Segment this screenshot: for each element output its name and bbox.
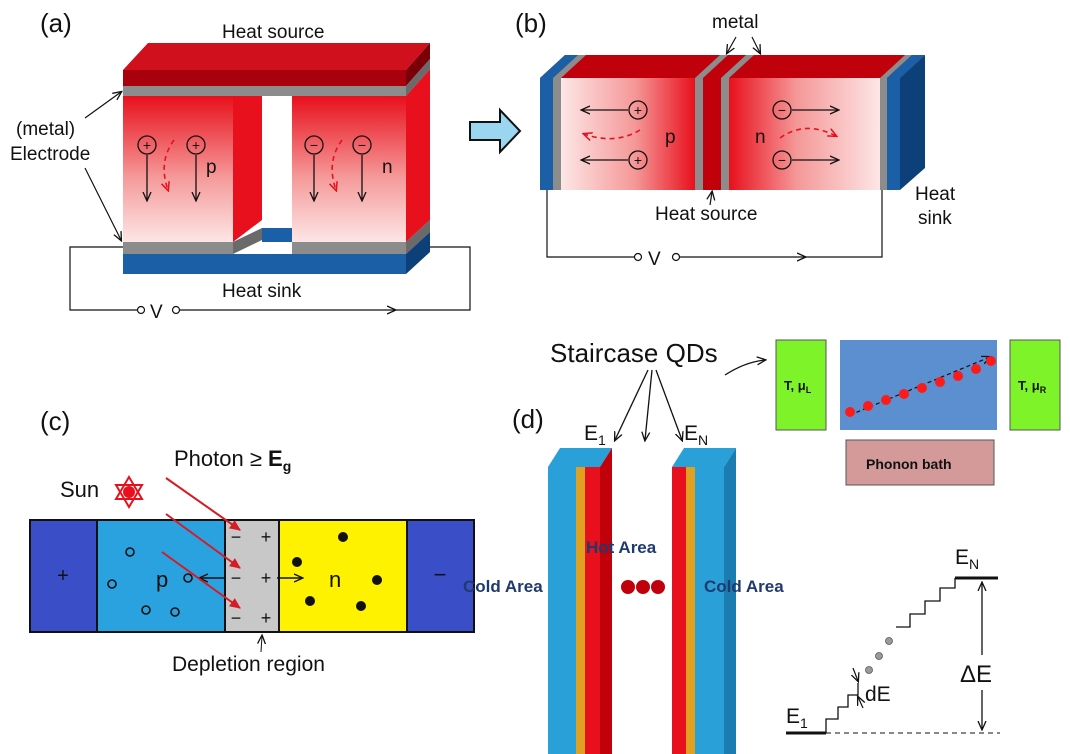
stair-e1-label: E1	[786, 705, 808, 731]
cold-area-left: Cold Area	[463, 577, 543, 596]
phonon-bath-label: Phonon bath	[866, 456, 952, 472]
svg-text:−: −	[231, 527, 242, 547]
heat-source-top	[123, 43, 430, 70]
staircase-label: Staircase QDs	[550, 338, 718, 368]
bottom-electrode-right	[292, 242, 406, 254]
panel-a: (a) Heat source Heat sink (metal) Electr…	[10, 8, 471, 323]
electron-symbol	[772, 150, 792, 170]
electrode-label-line2: Electrode	[10, 144, 90, 165]
panel-c: (c) Sun Photon ≥ Eg + − p n − +	[29, 406, 475, 676]
voltage-label: V	[150, 302, 163, 323]
n-leg	[729, 78, 880, 190]
depletion-region	[224, 519, 280, 633]
photon-label: Photon ≥ Eg	[174, 446, 291, 474]
depletion-charges: − + − + − +	[231, 527, 272, 628]
svg-text:−: −	[310, 137, 318, 153]
svg-text:+: +	[261, 608, 272, 628]
bottom-electrode-left	[123, 242, 233, 254]
n-label: n	[382, 157, 393, 178]
hot-area: Hot Area	[586, 538, 657, 557]
heat-source-label: Heat source	[222, 22, 324, 43]
electrode-label-line1: (metal)	[16, 119, 75, 140]
panel-d: (d) Staircase QDs E1 EN Cold Area Hot Ar…	[463, 338, 1061, 754]
heat-source-front	[123, 70, 406, 86]
p-leg	[123, 96, 233, 242]
svg-text:−: −	[231, 568, 242, 588]
right-reservoir-label: T, μR	[1018, 378, 1047, 395]
panel-b-tag: (b)	[515, 8, 547, 38]
p-label: p	[206, 157, 217, 178]
heat-sink	[123, 254, 406, 274]
panel-b: (b) metal + + p −	[515, 8, 956, 270]
de-label: dE	[865, 683, 891, 706]
electron-symbol	[304, 135, 324, 155]
p-label: p	[665, 127, 676, 148]
sun-label: Sun	[60, 477, 99, 502]
svg-text:−: −	[358, 137, 366, 153]
right-terminal	[406, 519, 475, 633]
heat-sink-label-line1: Heat	[915, 184, 956, 205]
n-leg	[292, 96, 406, 242]
right-reservoir	[1009, 339, 1061, 431]
qd-chain	[845, 356, 996, 417]
depletion-label: Depletion region	[172, 653, 325, 676]
lower-staircase	[788, 683, 859, 734]
stair-en-label: EN	[955, 546, 979, 572]
electron-symbol	[772, 100, 792, 120]
svg-text:+: +	[261, 568, 272, 588]
qd-slab-left	[548, 467, 576, 754]
svg-text:+: +	[634, 152, 642, 168]
svg-text:+: +	[192, 137, 200, 153]
holes	[107, 547, 193, 617]
electron-symbol	[352, 135, 372, 155]
right-terminal-sign: −	[434, 562, 447, 587]
hole-symbol	[628, 100, 648, 120]
e1-label: E1	[584, 422, 606, 448]
panel-c-tag: (c)	[40, 406, 70, 436]
svg-text:−: −	[778, 102, 786, 118]
electrons	[292, 532, 382, 611]
phonon-bath	[845, 439, 995, 486]
top-electrode	[123, 86, 406, 96]
n-label: n	[755, 127, 766, 148]
panel-d-tag: (d)	[512, 404, 544, 434]
voltage-label: V	[648, 249, 661, 270]
panel-a-tag: (a)	[40, 8, 72, 38]
hole-symbol	[186, 135, 206, 155]
left-reservoir-label: T, μL	[784, 378, 812, 395]
ellipsis-dots	[865, 637, 893, 674]
svg-text:+: +	[261, 527, 272, 547]
svg-text:−: −	[231, 608, 242, 628]
hole-symbol	[137, 135, 157, 155]
heat-source-center	[703, 78, 721, 190]
cold-area-right: Cold Area	[704, 577, 784, 596]
heat-sink-left	[540, 78, 553, 190]
svg-text:+: +	[634, 102, 642, 118]
svg-text:+: +	[143, 137, 151, 153]
en-label: EN	[684, 422, 708, 448]
heat-sink-right	[887, 78, 900, 190]
circuit-wire	[69, 246, 137, 311]
left-terminal-sign: +	[57, 565, 69, 587]
sun-icon	[114, 475, 144, 509]
heat-sink-label: Heat sink	[222, 281, 302, 302]
hole-symbol	[628, 150, 648, 170]
delta-e-label: ΔE	[960, 661, 992, 688]
qd-dots	[621, 580, 665, 594]
heat-sink-label-line2: sink	[918, 208, 952, 229]
qd-slab-right	[672, 467, 686, 754]
left-terminal	[29, 519, 98, 633]
photon-rays	[161, 477, 241, 609]
circuit-wire	[546, 190, 634, 258]
p-label: p	[156, 567, 168, 592]
n-label: n	[329, 567, 341, 592]
svg-text:−: −	[778, 152, 786, 168]
heat-source-label: Heat source	[655, 204, 757, 225]
transition-arrow	[469, 107, 522, 155]
upper-staircase	[896, 578, 956, 628]
metal-label: metal	[712, 12, 758, 33]
left-reservoir	[775, 339, 827, 431]
